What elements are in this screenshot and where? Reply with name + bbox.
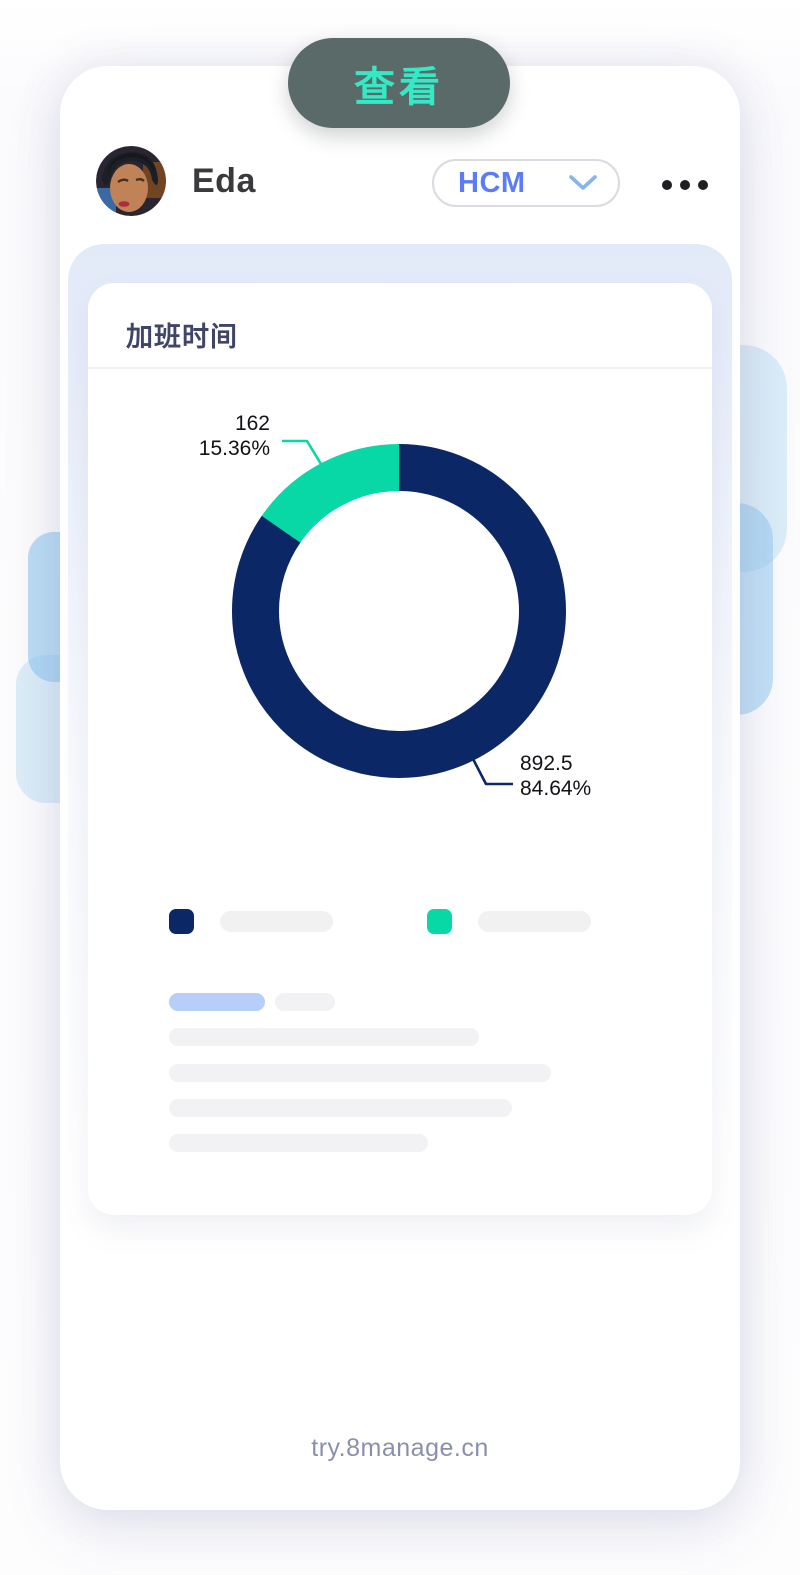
module-select[interactable]: HCM: [432, 159, 620, 207]
leader-line-navy-path: [470, 756, 513, 786]
ellipsis-dot: [662, 180, 672, 190]
legend-item-navy[interactable]: [169, 909, 333, 934]
avatar[interactable]: [96, 146, 166, 216]
slice-label-green: 162 15.36%: [128, 411, 270, 461]
slice-label-navy: 892.5 84.64%: [520, 751, 591, 801]
legend-label-placeholder: [220, 911, 333, 932]
legend-swatch: [427, 909, 452, 934]
ellipsis-dot: [698, 180, 708, 190]
more-options-button[interactable]: [660, 174, 710, 196]
avatar-photo: [96, 146, 166, 216]
header: Eda: [96, 146, 256, 216]
module-select-value: HCM: [458, 166, 526, 199]
skeleton-chip-blue: [169, 993, 265, 1011]
legend-label-placeholder: [478, 911, 591, 932]
skeleton-line: [169, 1028, 479, 1046]
legend-item-green[interactable]: [427, 909, 591, 934]
footer-url: try.8manage.cn: [311, 1434, 489, 1462]
view-button[interactable]: 查看: [288, 38, 510, 128]
card-divider: [88, 367, 712, 369]
skeleton-line: [169, 1099, 512, 1117]
user-name: Eda: [192, 161, 256, 200]
skeleton-line: [169, 1064, 551, 1082]
phone-card: Eda HCM 加班时间 162 15: [60, 66, 740, 1510]
leader-line-navy: [470, 756, 513, 786]
donut-segment-1[interactable]: [229, 441, 569, 781]
card-title: 加班时间: [126, 322, 238, 352]
skeleton-chip: [275, 993, 335, 1011]
legend-swatch: [169, 909, 194, 934]
leader-line-green: [282, 439, 323, 465]
overtime-chart-card: 加班时间 162 15.36% 892.5 84.64%: [88, 283, 712, 1215]
slice-percent: 15.36%: [198, 437, 270, 460]
leader-line-green-path: [282, 439, 323, 465]
chevron-down-icon: [569, 175, 597, 190]
slice-value: 892.5: [520, 752, 573, 775]
slice-value: 162: [234, 412, 270, 435]
slice-percent: 84.64%: [520, 777, 592, 800]
skeleton-line: [169, 1134, 428, 1152]
donut-chart: [229, 441, 569, 781]
ellipsis-dot: [680, 180, 690, 190]
